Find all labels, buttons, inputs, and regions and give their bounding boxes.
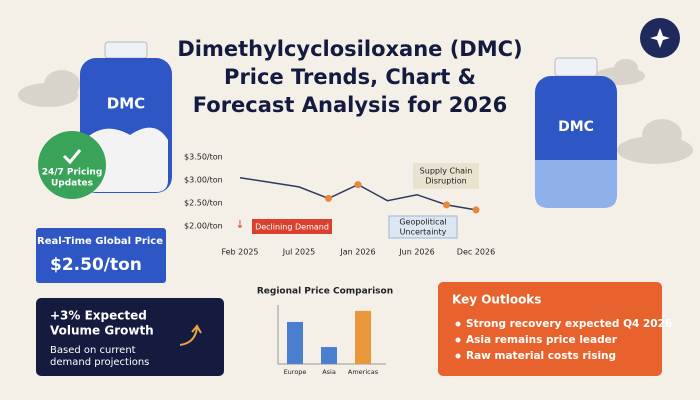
bullet	[455, 321, 461, 327]
badge-text: Updates	[51, 179, 93, 189]
point	[472, 206, 480, 214]
growth-text: demand projections	[50, 357, 149, 368]
annotation-box	[388, 215, 458, 239]
bar	[355, 310, 371, 364]
x-tick-label: Jul 2025	[282, 248, 316, 257]
x-tick-label: Americas	[348, 368, 379, 376]
badge-check	[62, 149, 82, 165]
x-tick-label: Jun 2026	[398, 248, 434, 257]
annotation: Disruption	[425, 177, 466, 186]
bullet	[455, 337, 461, 343]
outlook-item: Asia remains price leader	[466, 334, 618, 346]
point	[443, 201, 450, 209]
point	[325, 194, 332, 202]
growth-title: Volume Growth	[50, 324, 154, 338]
y-tick-label: $2.00/ton	[184, 222, 223, 231]
bullet	[455, 353, 461, 359]
x-tick-label: Jan 2026	[339, 248, 375, 257]
x-tick-label: Dec 2026	[457, 248, 495, 257]
point	[354, 181, 362, 189]
bar-chart-title: Regional Price Comparison	[257, 287, 393, 297]
annotation: Uncertainty	[400, 228, 447, 237]
price-value: $2.50/ton	[50, 255, 142, 275]
annotation: Declining Demand	[255, 223, 329, 232]
growth-arrow	[179, 324, 202, 346]
bottle-label: DMC	[107, 95, 145, 113]
x-tick-label: Feb 2025	[221, 248, 258, 257]
title: Dimethylcyclosiloxane (DMC)	[177, 37, 522, 61]
y-tick-label: $3.00/ton	[184, 176, 223, 185]
bar	[287, 321, 303, 364]
annotation: Supply Chain	[420, 167, 473, 176]
price-box	[36, 228, 166, 283]
annotation-box	[413, 163, 479, 189]
y-tick-label: $2.50/ton	[184, 199, 223, 208]
bottle-left	[80, 41, 172, 193]
price-label: Real-Time Global Price	[37, 236, 163, 247]
y-tick-label: $3.50/ton	[184, 153, 223, 162]
x-tick-label: Europe	[284, 368, 307, 376]
x-tick-label: Asia	[322, 368, 336, 376]
annotation: Geopolitical	[399, 218, 446, 227]
cloud	[18, 59, 693, 164]
title: Forecast Analysis for 2026	[193, 93, 507, 117]
outlook-item: Strong recovery expected Q4 2026	[466, 318, 672, 330]
outlook-item: Raw material costs rising	[466, 350, 616, 362]
annotation-arrow: ↓	[235, 218, 244, 231]
growth-title: +3% Expected	[50, 309, 147, 323]
title: Price Trends, Chart &	[224, 65, 476, 89]
logo-star	[650, 28, 670, 48]
badge-text: 24/7 Pricing	[42, 168, 103, 178]
growth-text: Based on current	[50, 345, 136, 356]
bottle-label: DMC	[558, 119, 594, 135]
outlook-title: Key Outlooks	[452, 293, 541, 307]
outlook-box	[438, 282, 662, 376]
badge	[38, 131, 106, 199]
bar	[321, 347, 337, 364]
growth-box	[36, 298, 224, 376]
bottle-right	[535, 57, 617, 208]
annotation-box	[252, 219, 332, 234]
